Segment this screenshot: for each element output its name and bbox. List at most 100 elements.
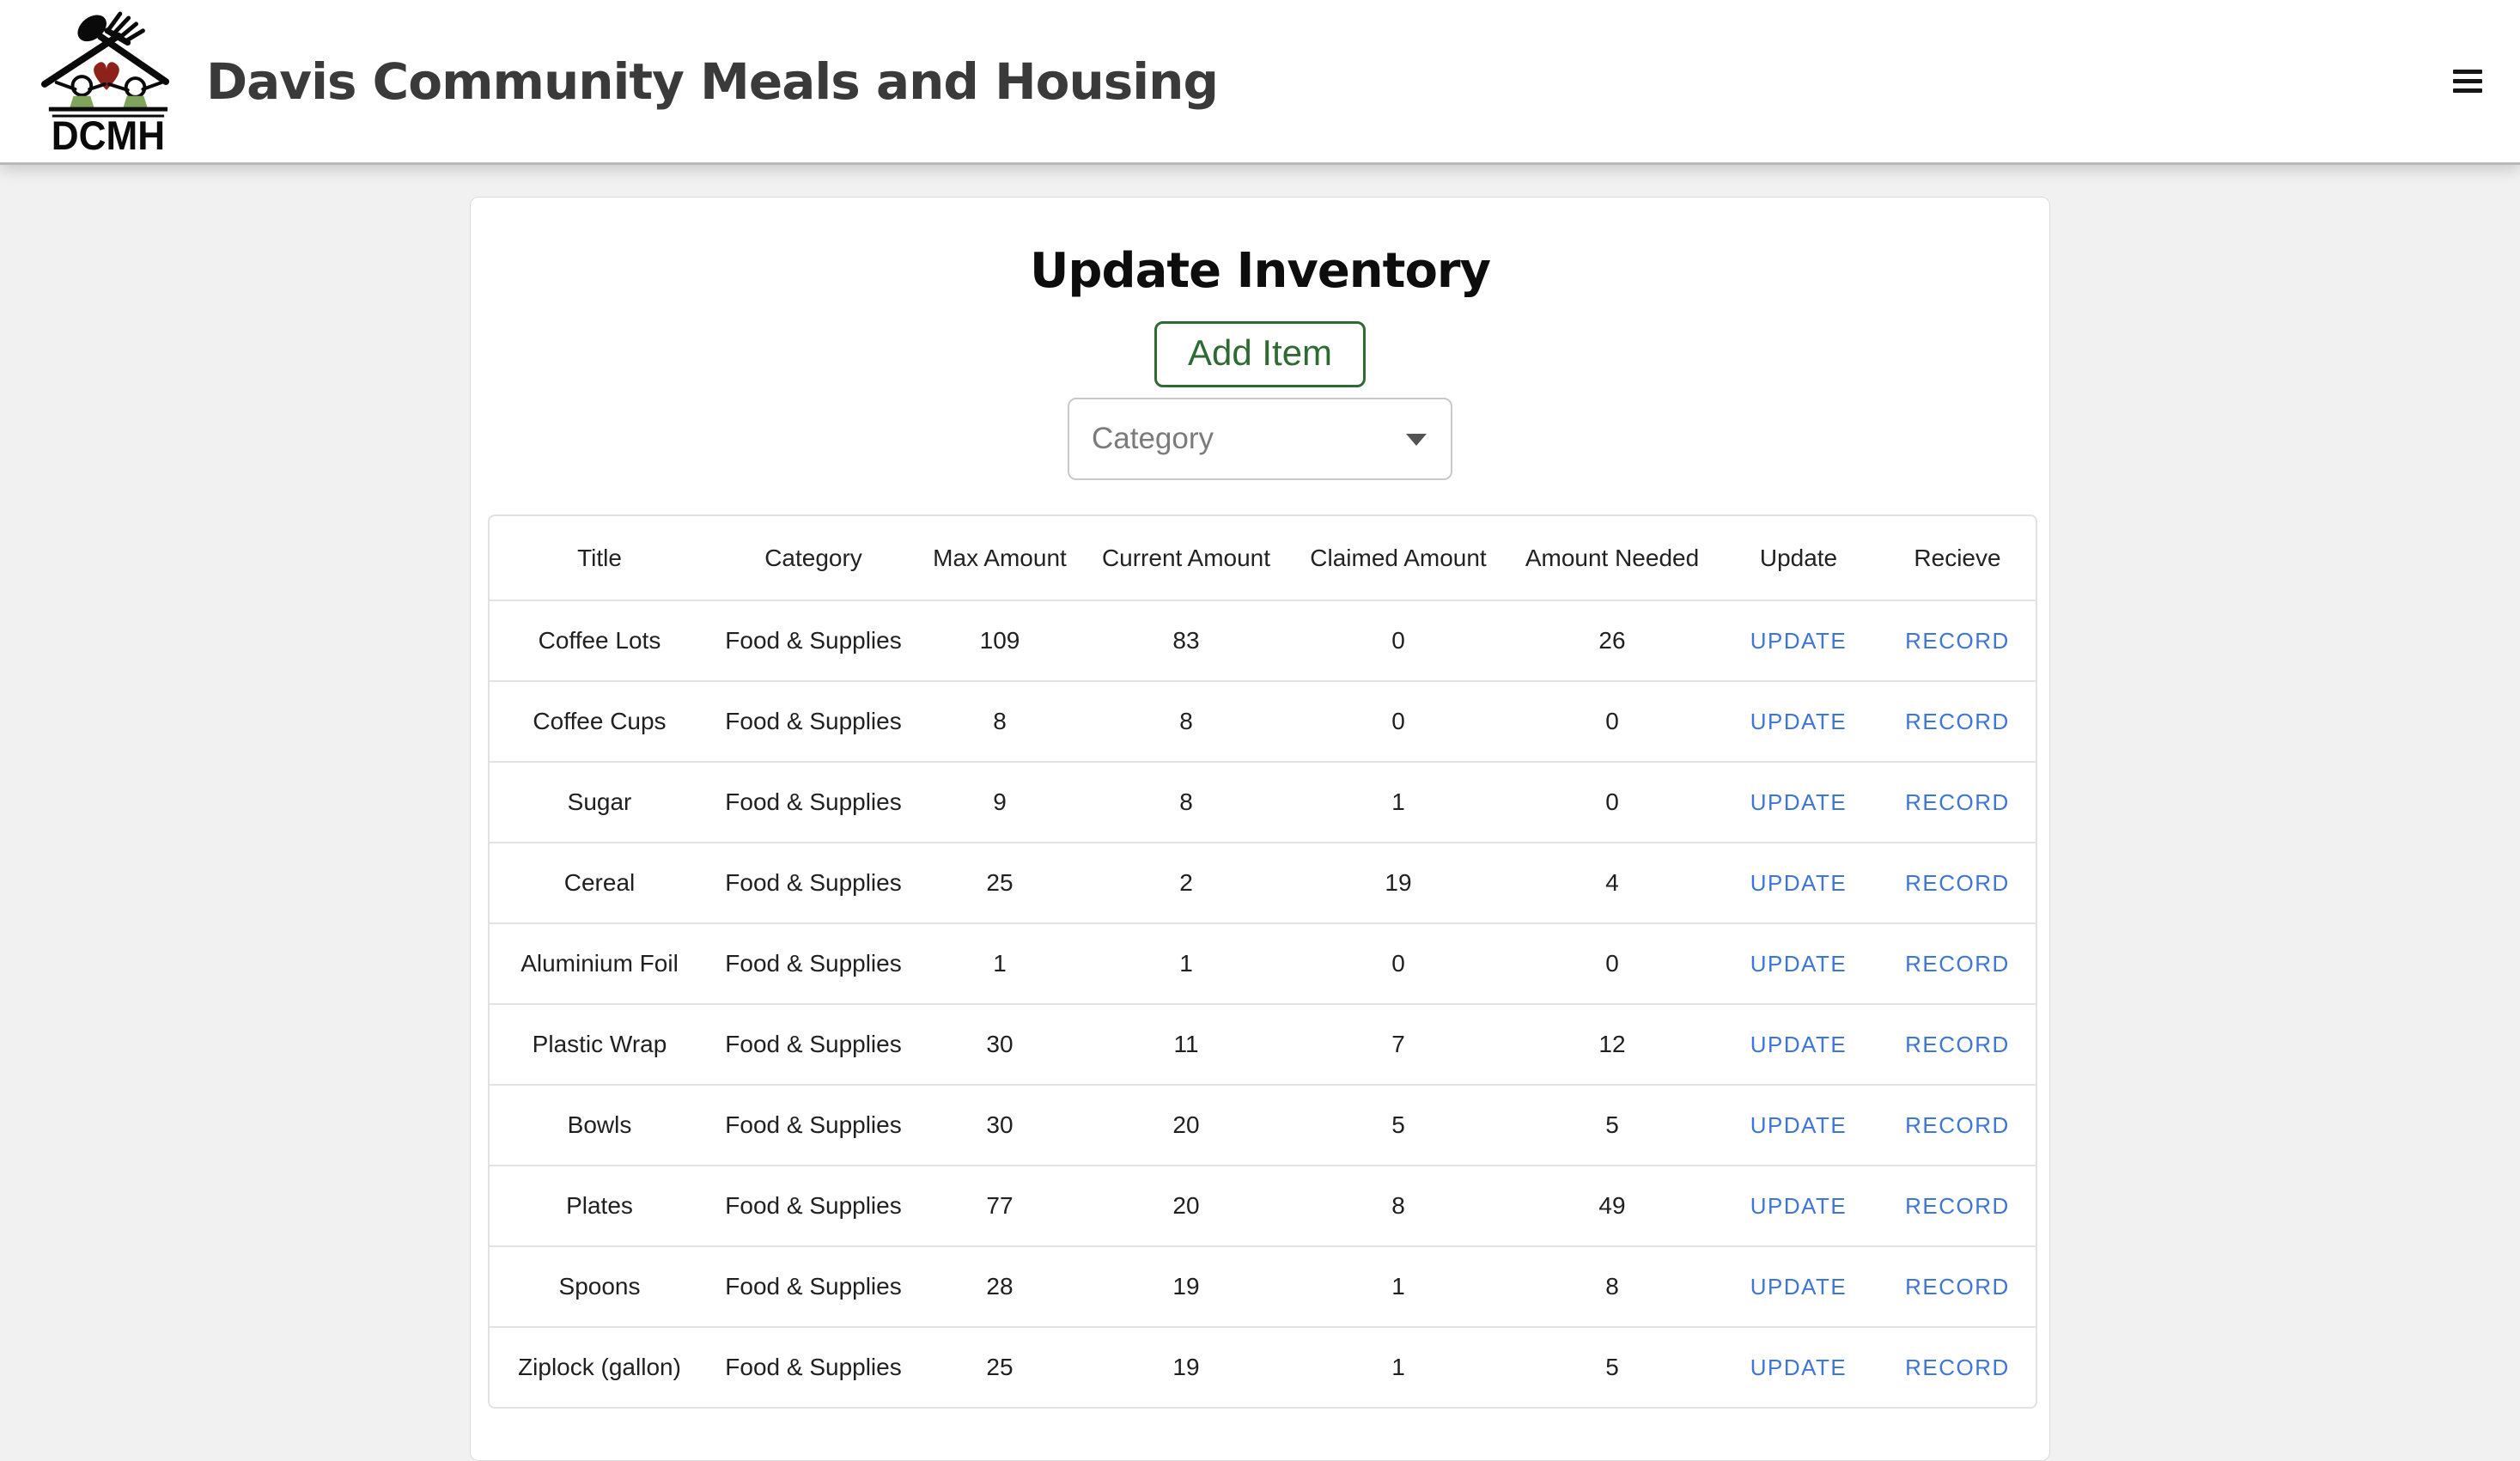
record-link[interactable]: RECORD (1905, 1193, 2010, 1220)
cell-current-amount: 1 (1082, 922, 1290, 1003)
cell-title: Coffee Cups (490, 680, 709, 761)
table-row: Ziplock (gallon) Food & Supplies 25 19 1… (490, 1326, 2036, 1407)
update-link[interactable]: UPDATE (1750, 1032, 1847, 1058)
cell-max-amount: 25 (917, 842, 1082, 922)
category-select-label: Category (1092, 422, 1214, 456)
update-link[interactable]: UPDATE (1750, 709, 1847, 735)
cell-amount-needed: 0 (1507, 922, 1718, 1003)
cell-claimed-amount: 0 (1290, 922, 1507, 1003)
record-link[interactable]: RECORD (1905, 709, 2010, 735)
cell-category: Food & Supplies (709, 1165, 917, 1245)
table-row: Aluminium Foil Food & Supplies 1 1 0 0 U… (490, 922, 2036, 1003)
cell-amount-needed: 5 (1507, 1326, 1718, 1407)
column-header-title: Title (577, 544, 622, 571)
inventory-table-container: Title Category Max Amount Current Amount… (488, 514, 2037, 1409)
chevron-down-icon (1406, 434, 1427, 447)
table-row: Bowls Food & Supplies 30 20 5 5 UPDATE R… (490, 1084, 2036, 1165)
cell-amount-needed: 5 (1507, 1084, 1718, 1165)
inventory-table: Title Category Max Amount Current Amount… (488, 514, 2037, 1409)
column-header-category: Category (764, 544, 862, 571)
update-link[interactable]: UPDATE (1750, 1354, 1847, 1381)
cell-claimed-amount: 19 (1290, 842, 1507, 922)
cell-current-amount: 11 (1082, 1003, 1290, 1084)
cell-amount-needed: 4 (1507, 842, 1718, 922)
cell-category: Food & Supplies (709, 842, 917, 922)
cell-max-amount: 77 (917, 1165, 1082, 1245)
add-item-button[interactable]: Add Item (1153, 321, 1367, 388)
top-bar: DCMH Davis Community Meals and Housing (0, 0, 2520, 165)
cell-amount-needed: 26 (1507, 600, 1718, 680)
cell-current-amount: 20 (1082, 1165, 1290, 1245)
cell-amount-needed: 12 (1507, 1003, 1718, 1084)
cell-title: Spoons (490, 1245, 709, 1326)
record-link[interactable]: RECORD (1905, 1032, 2010, 1058)
cell-max-amount: 9 (917, 761, 1082, 842)
column-header-amount-needed: Amount Needed (1525, 544, 1700, 571)
cell-max-amount: 109 (917, 600, 1082, 680)
cell-title: Plates (490, 1165, 709, 1245)
cell-current-amount: 19 (1082, 1326, 1290, 1407)
cell-max-amount: 25 (917, 1326, 1082, 1407)
cell-claimed-amount: 8 (1290, 1165, 1507, 1245)
cell-amount-needed: 8 (1507, 1245, 1718, 1326)
table-row: Plates Food & Supplies 77 20 8 49 UPDATE… (490, 1165, 2036, 1245)
table-row: Coffee Cups Food & Supplies 8 8 0 0 UPDA… (490, 680, 2036, 761)
cell-title: Aluminium Foil (490, 922, 709, 1003)
update-link[interactable]: UPDATE (1750, 789, 1847, 816)
table-row: Coffee Lots Food & Supplies 109 83 0 26 … (490, 600, 2036, 680)
cell-category: Food & Supplies (709, 1084, 917, 1165)
update-link[interactable]: UPDATE (1750, 628, 1847, 654)
cell-max-amount: 28 (917, 1245, 1082, 1326)
cell-claimed-amount: 0 (1290, 600, 1507, 680)
record-link[interactable]: RECORD (1905, 789, 2010, 816)
hamburger-menu-icon[interactable] (2453, 66, 2482, 96)
cell-amount-needed: 0 (1507, 761, 1718, 842)
cell-claimed-amount: 0 (1290, 680, 1507, 761)
cell-title: Cereal (490, 842, 709, 922)
cell-title: Plastic Wrap (490, 1003, 709, 1084)
cell-current-amount: 8 (1082, 761, 1290, 842)
cell-claimed-amount: 5 (1290, 1084, 1507, 1165)
brand-title: Davis Community Meals and Housing (206, 52, 1219, 111)
column-header-update: Update (1759, 544, 1838, 571)
update-link[interactable]: UPDATE (1750, 951, 1847, 977)
cell-title: Bowls (490, 1084, 709, 1165)
cell-category: Food & Supplies (709, 600, 917, 680)
table-row: Sugar Food & Supplies 9 8 1 0 UPDATE REC… (490, 761, 2036, 842)
column-header-claimed-amount: Claimed Amount (1310, 544, 1487, 571)
update-inventory-card: Update Inventory Add Item Category Title… (470, 197, 2050, 1461)
update-link[interactable]: UPDATE (1750, 1274, 1847, 1300)
cell-amount-needed: 49 (1507, 1165, 1718, 1245)
cell-category: Food & Supplies (709, 1003, 917, 1084)
update-link[interactable]: UPDATE (1750, 870, 1847, 897)
inventory-table-body: Coffee Lots Food & Supplies 109 83 0 26 … (490, 600, 2036, 1407)
record-link[interactable]: RECORD (1905, 1354, 2010, 1381)
svg-text:DCMH: DCMH (52, 113, 165, 155)
cell-current-amount: 2 (1082, 842, 1290, 922)
cell-current-amount: 83 (1082, 600, 1290, 680)
record-link[interactable]: RECORD (1905, 1112, 2010, 1139)
record-link[interactable]: RECORD (1905, 1274, 2010, 1300)
cell-max-amount: 1 (917, 922, 1082, 1003)
page-title: Update Inventory (1029, 243, 1491, 299)
table-header-row: Title Category Max Amount Current Amount… (490, 516, 2036, 600)
update-link[interactable]: UPDATE (1750, 1112, 1847, 1139)
cell-max-amount: 30 (917, 1003, 1082, 1084)
record-link[interactable]: RECORD (1905, 628, 2010, 654)
dcmh-logo-icon: DCMH (40, 11, 170, 155)
cell-title: Sugar (490, 761, 709, 842)
cell-claimed-amount: 7 (1290, 1003, 1507, 1084)
cell-category: Food & Supplies (709, 1326, 917, 1407)
update-link[interactable]: UPDATE (1750, 1193, 1847, 1220)
cell-claimed-amount: 1 (1290, 1245, 1507, 1326)
record-link[interactable]: RECORD (1905, 951, 2010, 977)
category-select[interactable]: Category (1068, 398, 1452, 481)
cell-category: Food & Supplies (709, 1245, 917, 1326)
cell-max-amount: 8 (917, 680, 1082, 761)
cell-current-amount: 20 (1082, 1084, 1290, 1165)
table-row: Spoons Food & Supplies 28 19 1 8 UPDATE … (490, 1245, 2036, 1326)
cell-current-amount: 19 (1082, 1245, 1290, 1326)
column-header-recieve: Recieve (1914, 544, 2001, 571)
heart-icon (94, 61, 119, 90)
record-link[interactable]: RECORD (1905, 870, 2010, 897)
